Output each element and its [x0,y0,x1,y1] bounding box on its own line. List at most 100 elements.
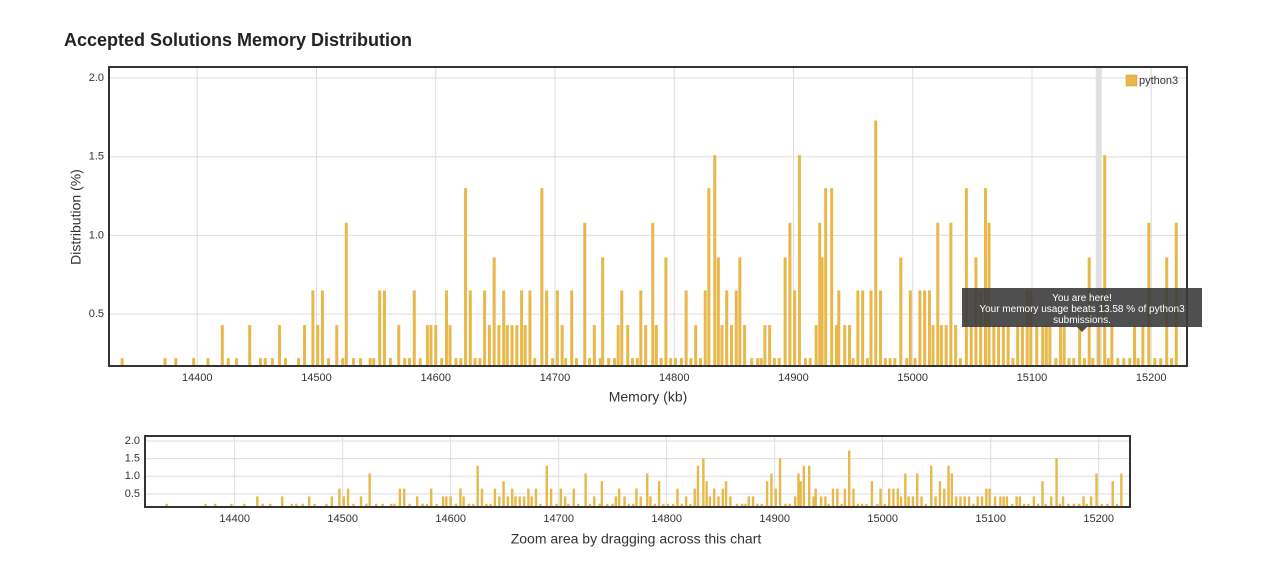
bar [346,488,350,507]
bar [918,290,922,366]
bar [564,358,568,366]
bar [907,496,910,507]
bar [865,503,868,507]
bar [480,488,484,507]
bar [653,503,656,507]
bar [1100,503,1104,507]
bar [1044,325,1048,366]
bar [226,358,230,366]
bar [635,488,638,507]
bar [1058,503,1061,507]
bar [983,188,987,366]
bar [979,290,983,366]
bar [269,503,272,507]
bar [303,325,307,366]
bar [598,358,602,366]
bar [418,358,422,366]
bar [515,325,519,366]
bar [651,222,655,366]
bar [626,325,630,366]
bar [230,503,233,507]
bar [600,481,604,507]
bar [1122,358,1126,366]
bar [606,503,609,507]
bar [738,257,742,366]
plot-border [144,435,1131,508]
bar [388,358,392,366]
bar [893,358,897,366]
bar [802,465,806,507]
bar [459,488,462,507]
x-axis-label: Memory (kb) [609,389,688,405]
bar [549,488,553,507]
bar [1078,325,1082,366]
bar [905,358,909,366]
bar [485,503,488,507]
bar [520,290,524,366]
bar [724,481,728,507]
bar [1055,458,1058,507]
bar [498,496,501,507]
bar [351,358,355,366]
bar [654,325,658,366]
bar [993,496,997,507]
bar [814,488,817,507]
bar [342,496,345,507]
bar [1041,481,1044,507]
bar [1059,325,1063,366]
bar [812,496,815,507]
bar [1061,496,1065,507]
bar [639,496,642,507]
bar [540,188,544,366]
bar [904,473,907,507]
bar [559,488,563,507]
bar [518,496,521,507]
bar [1153,358,1157,366]
bar [713,155,717,366]
bar [814,325,818,366]
bar [696,465,700,507]
bar [778,458,782,507]
bar [506,496,510,507]
bar [799,481,802,507]
bar [1001,325,1005,366]
bar [192,358,196,366]
bar [913,358,917,366]
y-tick-label: 0.5 [125,488,140,500]
x-tick-label: 14500 [301,372,332,384]
bar [1035,325,1039,366]
bar [430,488,433,507]
bar [666,503,669,507]
bar [616,325,620,366]
bar [528,290,532,366]
bar [1078,503,1081,507]
bar [502,481,505,507]
bar [502,290,506,366]
bar [613,358,617,366]
bar [204,503,207,507]
bar [338,488,341,507]
zoom-caption: Zoom area by dragging across this chart [511,531,762,547]
bar [522,496,526,507]
bar [750,358,754,366]
bar [1089,496,1093,507]
bar [1018,496,1022,507]
bar [397,325,401,366]
bar [1016,325,1020,366]
bar [689,358,693,366]
bar [617,488,621,507]
bar [435,503,438,507]
bar [1141,325,1145,366]
bar [248,325,252,366]
bar [352,503,355,507]
bar [220,325,224,366]
bar [523,325,527,366]
bar [684,290,688,366]
bar [313,503,316,507]
bar [876,503,879,507]
bar [930,465,933,507]
bar [649,496,652,507]
bar [1072,358,1076,366]
bar [325,503,328,507]
bar [214,503,217,507]
